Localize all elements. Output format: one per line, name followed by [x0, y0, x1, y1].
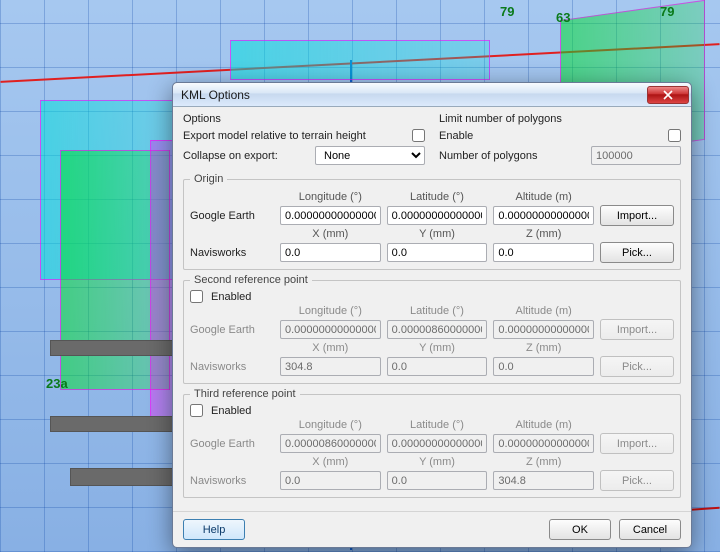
- grid-label: 63: [556, 10, 570, 25]
- export-relative-label: Export model relative to terrain height: [183, 130, 366, 142]
- close-button[interactable]: [647, 86, 689, 104]
- ref3-legend: Third reference point: [190, 388, 300, 400]
- navisworks-label: Navisworks: [190, 361, 274, 373]
- help-button[interactable]: Help: [183, 519, 245, 540]
- google-earth-label: Google Earth: [190, 438, 274, 450]
- limit-polygons-heading: Limit number of polygons: [439, 113, 562, 125]
- ref3-y-input[interactable]: [387, 471, 488, 490]
- kml-options-dialog: KML Options Options Export model relativ…: [172, 82, 692, 548]
- origin-y-input[interactable]: [387, 243, 488, 262]
- col-header: Altitude (m): [493, 419, 594, 431]
- titlebar[interactable]: KML Options: [173, 83, 691, 107]
- grid-label: 79: [500, 4, 514, 19]
- ref2-altitude-input[interactable]: [493, 320, 594, 339]
- origin-x-input[interactable]: [280, 243, 381, 262]
- ref2-z-input[interactable]: [493, 357, 594, 376]
- navisworks-label: Navisworks: [190, 475, 274, 487]
- collapse-label: Collapse on export:: [183, 150, 278, 162]
- enable-label: Enable: [439, 130, 473, 142]
- ref3-enabled-checkbox[interactable]: [190, 404, 203, 417]
- col-header: Z (mm): [493, 342, 594, 354]
- num-polygons-input[interactable]: [591, 146, 681, 165]
- ref2-y-input[interactable]: [387, 357, 488, 376]
- origin-legend: Origin: [190, 173, 227, 185]
- dialog-footer: Help OK Cancel: [173, 511, 691, 547]
- ref3-pick-button[interactable]: Pick...: [600, 470, 674, 491]
- col-header: Y (mm): [387, 228, 488, 240]
- origin-group: Origin Longitude (°) Latitude (°) Altitu…: [183, 173, 681, 270]
- ref3-group: Third reference point Enabled Longitude …: [183, 388, 681, 498]
- collapse-select[interactable]: None: [315, 146, 425, 165]
- grid-label: 79: [660, 4, 674, 19]
- model-slab: [50, 416, 190, 432]
- origin-pick-button[interactable]: Pick...: [600, 242, 674, 263]
- col-header: Longitude (°): [280, 305, 381, 317]
- grid-label: 23a: [46, 376, 68, 391]
- origin-altitude-input[interactable]: [493, 206, 594, 225]
- navisworks-label: Navisworks: [190, 247, 274, 259]
- options-heading: Options: [183, 113, 221, 125]
- col-header: Altitude (m): [493, 191, 594, 203]
- ok-button[interactable]: OK: [549, 519, 611, 540]
- col-header: Z (mm): [493, 456, 594, 468]
- col-header: X (mm): [280, 228, 381, 240]
- ref3-x-input[interactable]: [280, 471, 381, 490]
- google-earth-label: Google Earth: [190, 210, 274, 222]
- export-relative-checkbox[interactable]: [412, 129, 425, 142]
- ref2-enabled-label: Enabled: [211, 291, 251, 303]
- window-title: KML Options: [181, 88, 250, 102]
- close-icon: [663, 90, 673, 100]
- col-header: X (mm): [280, 342, 381, 354]
- col-header: Longitude (°): [280, 191, 381, 203]
- ref3-longitude-input[interactable]: [280, 434, 381, 453]
- col-header: Latitude (°): [387, 191, 488, 203]
- col-header: Y (mm): [387, 456, 488, 468]
- google-earth-label: Google Earth: [190, 324, 274, 336]
- ref2-latitude-input[interactable]: [387, 320, 488, 339]
- enable-polygons-checkbox[interactable]: [668, 129, 681, 142]
- ref2-x-input[interactable]: [280, 357, 381, 376]
- ref3-latitude-input[interactable]: [387, 434, 488, 453]
- col-header: Longitude (°): [280, 419, 381, 431]
- col-header: Z (mm): [493, 228, 594, 240]
- ref2-group: Second reference point Enabled Longitude…: [183, 274, 681, 384]
- ref3-import-button[interactable]: Import...: [600, 433, 674, 454]
- col-header: X (mm): [280, 456, 381, 468]
- model-mesh: [230, 40, 490, 80]
- ref2-enabled-checkbox[interactable]: [190, 290, 203, 303]
- ref3-altitude-input[interactable]: [493, 434, 594, 453]
- origin-z-input[interactable]: [493, 243, 594, 262]
- ref3-z-input[interactable]: [493, 471, 594, 490]
- col-header: Latitude (°): [387, 305, 488, 317]
- ref2-import-button[interactable]: Import...: [600, 319, 674, 340]
- model-slab: [50, 340, 190, 356]
- ref2-longitude-input[interactable]: [280, 320, 381, 339]
- origin-import-button[interactable]: Import...: [600, 205, 674, 226]
- col-header: Latitude (°): [387, 419, 488, 431]
- ref2-pick-button[interactable]: Pick...: [600, 356, 674, 377]
- cancel-button[interactable]: Cancel: [619, 519, 681, 540]
- origin-latitude-input[interactable]: [387, 206, 488, 225]
- origin-longitude-input[interactable]: [280, 206, 381, 225]
- num-polygons-label: Number of polygons: [439, 150, 537, 162]
- ref2-legend: Second reference point: [190, 274, 312, 286]
- ref3-enabled-label: Enabled: [211, 405, 251, 417]
- col-header: Y (mm): [387, 342, 488, 354]
- col-header: Altitude (m): [493, 305, 594, 317]
